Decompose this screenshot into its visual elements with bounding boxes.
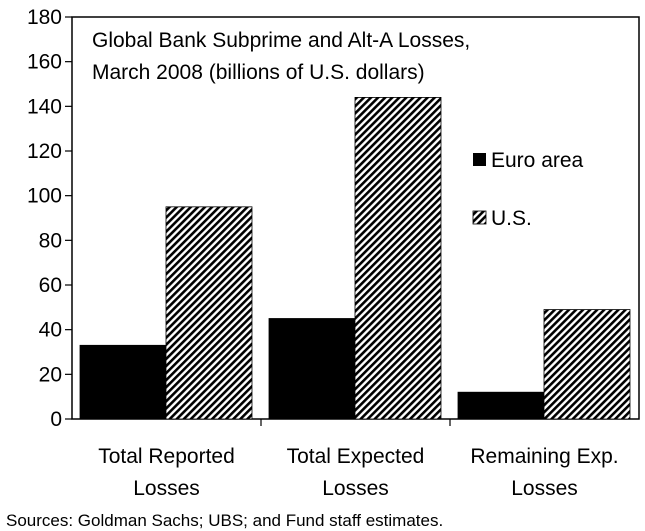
legend-swatch-us [472, 210, 487, 225]
chart-title-line-1: Global Bank Subprime and Alt-A Losses, [92, 29, 470, 52]
x-category-label: Total Reported [98, 445, 235, 468]
x-category-label: Losses [133, 477, 200, 500]
bar-euro-area-1 [268, 318, 356, 420]
legend: Euro area U.S. [472, 149, 584, 230]
y-tick-label: 140 [27, 95, 62, 118]
y-tick-label: 100 [27, 185, 62, 208]
bar-u-s-1 [354, 97, 442, 420]
bar-u-s-0 [165, 206, 253, 420]
bar-euro-area-0 [79, 344, 167, 420]
source-note: Sources: Goldman Sachs; UBS; and Fund st… [6, 511, 443, 530]
y-tick-label: 80 [39, 229, 62, 252]
bars [79, 97, 631, 420]
y-tick-label: 160 [27, 51, 62, 74]
y-axis: 0 20 40 60 80 100 120 140 160 180 [27, 6, 72, 431]
bar-u-s-2 [543, 309, 631, 420]
bar-euro-area-2 [457, 391, 545, 420]
y-tick-label: 20 [39, 363, 62, 386]
y-tick-label: 40 [39, 319, 62, 342]
y-tick-label: 0 [50, 408, 62, 431]
legend-label-euro-area: Euro area [491, 149, 584, 172]
x-category-label: Losses [322, 477, 389, 500]
x-category-label: Remaining Exp. [470, 445, 618, 468]
y-tick-label: 120 [27, 140, 62, 163]
x-category-label: Losses [511, 477, 578, 500]
y-tick-label: 60 [39, 274, 62, 297]
chart-title-line-2: March 2008 (billions of U.S. dollars) [92, 61, 425, 84]
x-category-label: Total Expected [287, 445, 425, 468]
legend-swatch-euro-area [473, 153, 486, 166]
legend-label-us: U.S. [491, 207, 532, 230]
y-tick-label: 180 [27, 6, 62, 29]
x-axis: Total Reported Losses Total Expected Losses… [98, 419, 619, 500]
